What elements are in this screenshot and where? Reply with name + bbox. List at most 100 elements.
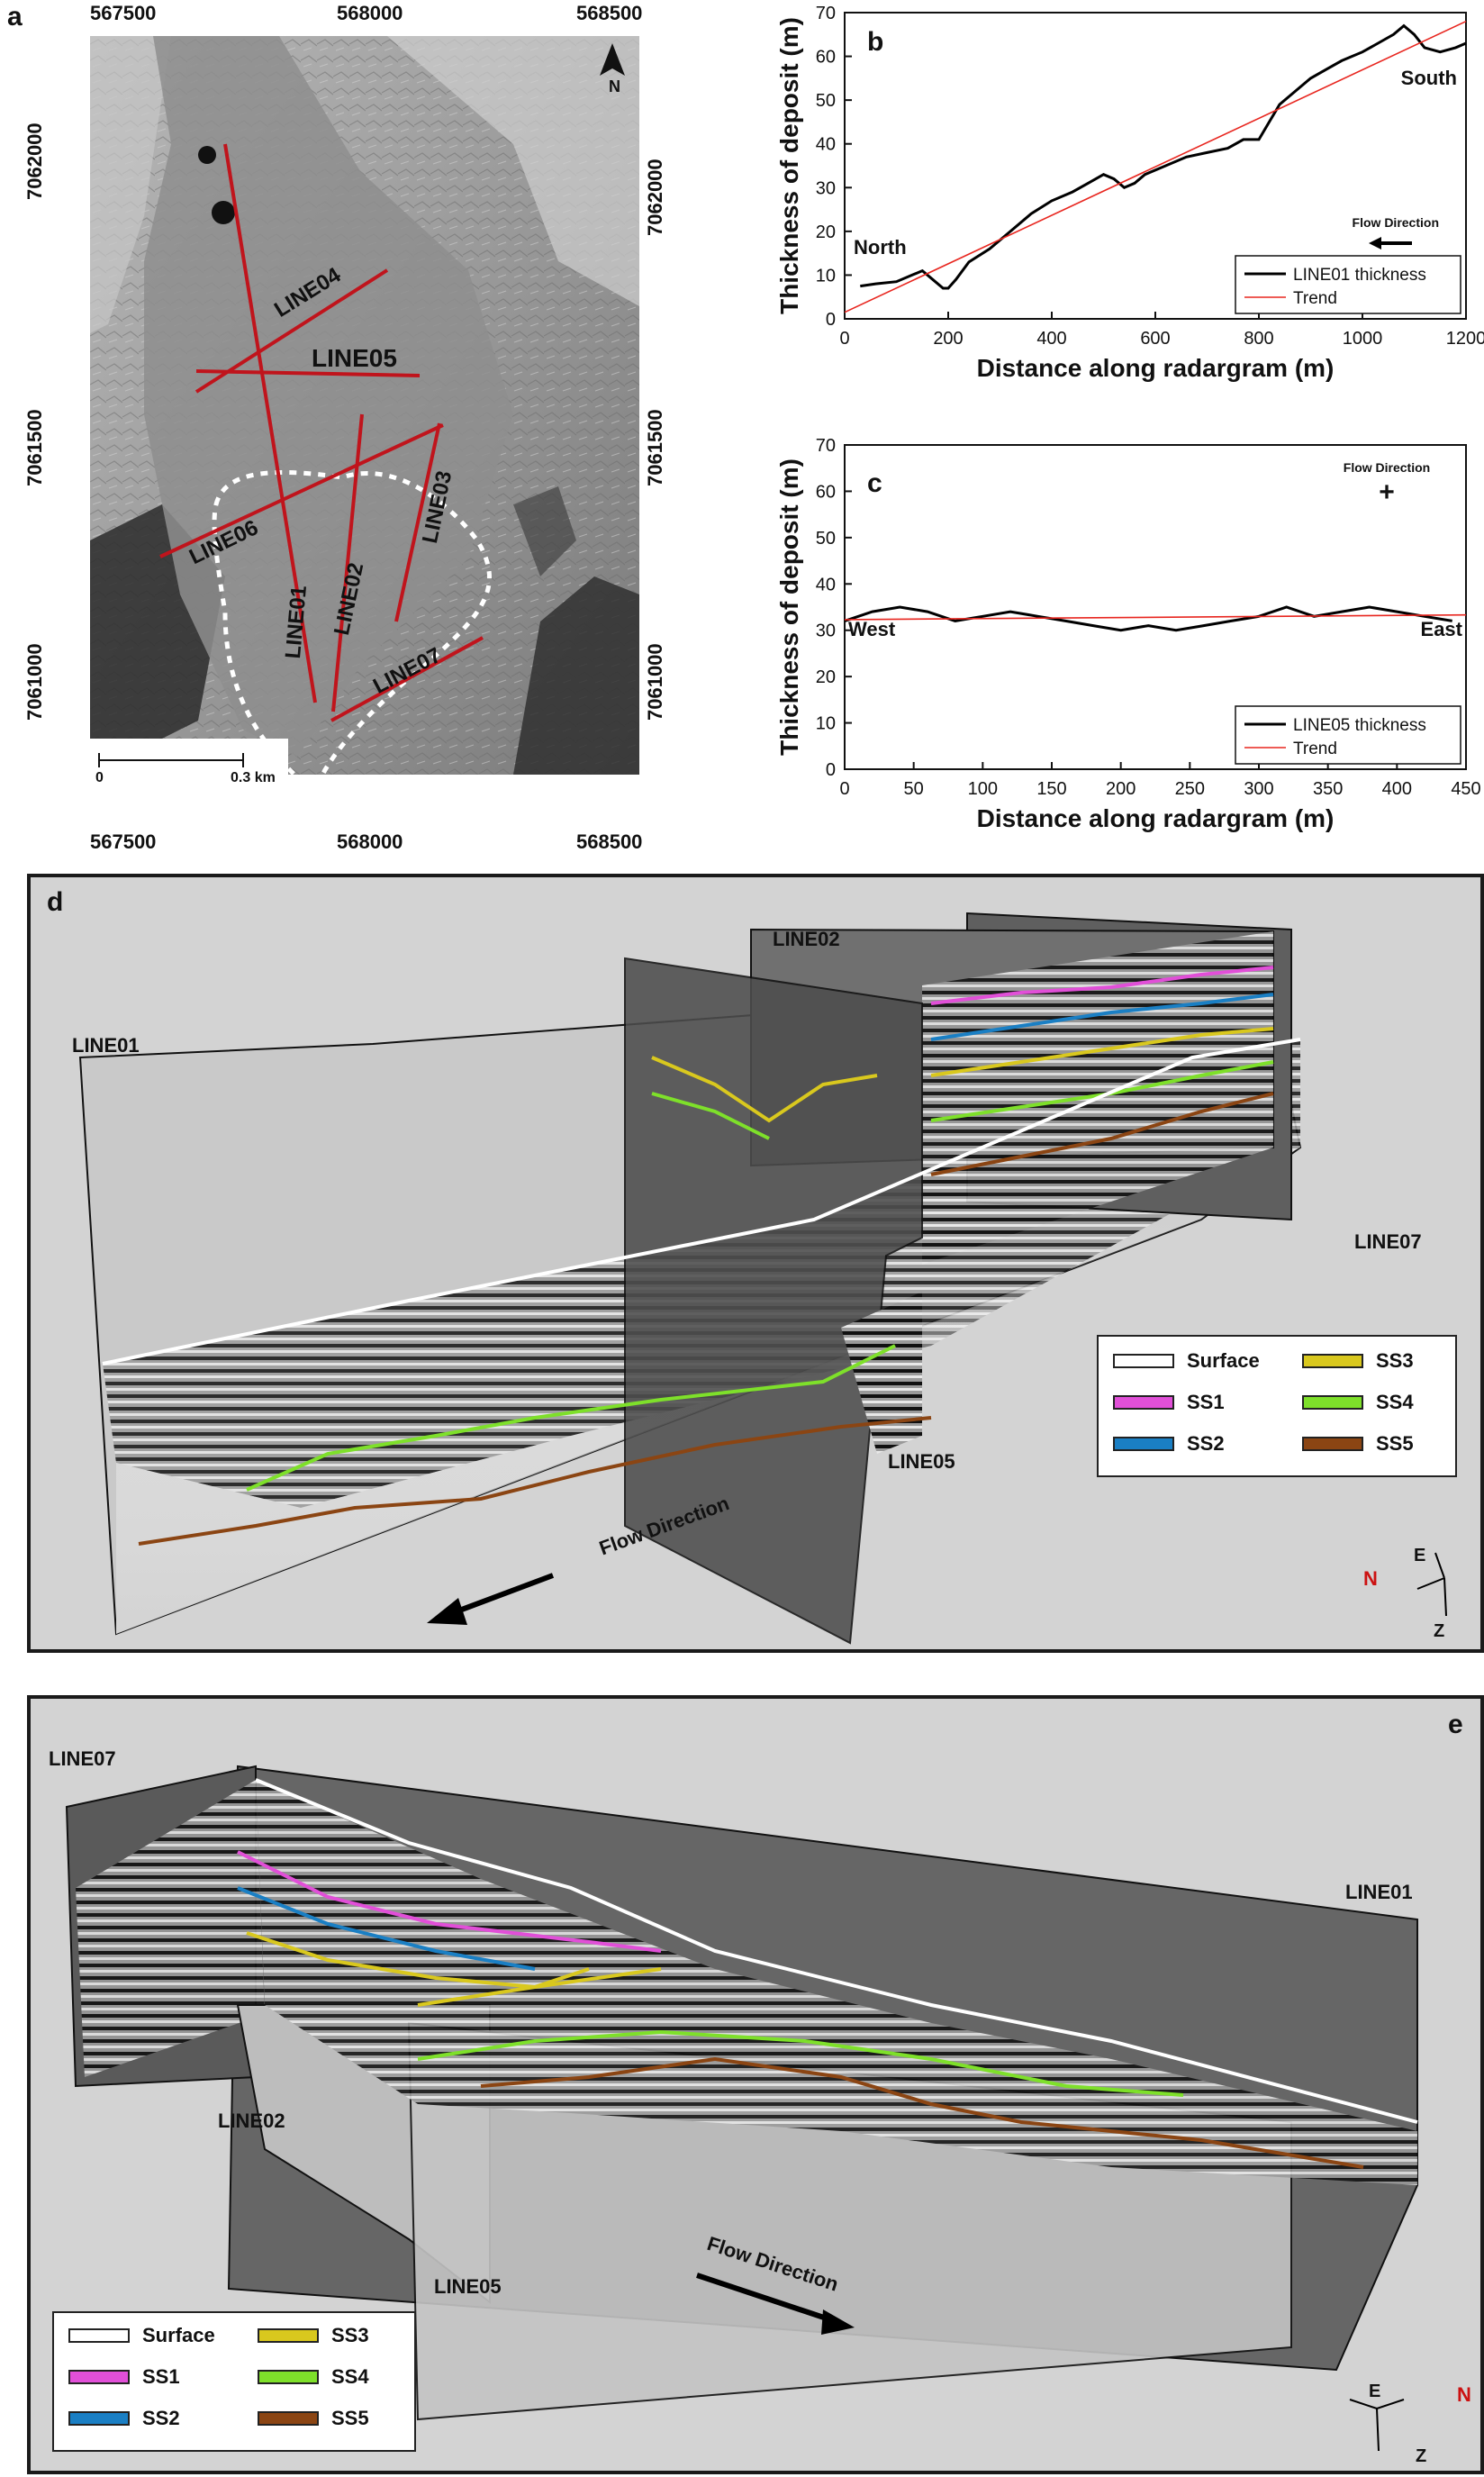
map-y-tick-right-2: 7061500 xyxy=(644,409,666,486)
x-axis-label: Distance along radargram (m) xyxy=(977,354,1335,382)
legend-e-ss2-label: SS2 xyxy=(142,2407,180,2429)
e-ss1-horizon xyxy=(237,1850,662,1953)
map-x-tick-bottom-1: 567500 xyxy=(90,830,157,853)
legend-e-ss2: SS2 xyxy=(68,2407,180,2430)
e-flow-arrow-head-icon xyxy=(821,2309,855,2335)
legend-d-ss2-label: SS2 xyxy=(1187,1432,1225,1455)
e-label-line02: LINE02 xyxy=(218,2110,285,2132)
legend-d-ss1-label: SS1 xyxy=(1187,1391,1225,1413)
d-axis-north-label: N xyxy=(1363,1567,1378,1590)
x-tick-label: 250 xyxy=(1175,779,1205,799)
legend-d-ss1-swatch xyxy=(1113,1395,1174,1410)
scalebar-bg xyxy=(90,739,288,775)
legend-e-ss1-swatch xyxy=(68,2370,130,2384)
map-y-tick-right-1: 7062000 xyxy=(644,159,666,236)
flow-annotation-c: Flow Direction xyxy=(1344,460,1430,475)
map-y-tick-left-1: 7062000 xyxy=(23,122,46,200)
scalebar-end-label: 0.3 km xyxy=(231,770,276,785)
legend-label-1: LINE05 thickness xyxy=(1293,716,1426,735)
legend-d-ss5: SS5 xyxy=(1302,1432,1414,1456)
line05-ss3-horizon xyxy=(651,1056,878,1123)
line01-trace xyxy=(223,143,317,703)
x-tick-label: 350 xyxy=(1313,779,1343,799)
flow-arrow-head-icon xyxy=(427,1598,467,1625)
west-annotation: West xyxy=(848,618,896,640)
x-tick-label: 100 xyxy=(968,779,998,799)
bright-slope-ne xyxy=(387,36,639,306)
legend-d-surface-label: Surface xyxy=(1187,1349,1260,1372)
e-axis-east-label: E xyxy=(1369,2382,1381,2401)
e-ss3-horizon-2 xyxy=(417,1967,662,2007)
panel-e-3d-view xyxy=(65,1765,1418,2452)
legend-d: Surface SS3 SS1 SS4 SS2 SS5 xyxy=(1097,1335,1457,1477)
line02-ss3-horizon xyxy=(930,1027,1274,1077)
x-tick-label: 450 xyxy=(1451,779,1480,799)
x-tick-label: 400 xyxy=(1382,779,1412,799)
e-label-line05: LINE05 xyxy=(434,2275,502,2298)
north-label: N xyxy=(609,77,620,95)
legend-e: Surface SS3 SS1 SS4 SS2 SS5 xyxy=(52,2311,416,2452)
line02-ss5-horizon xyxy=(930,1092,1274,1176)
legend-d-ss2: SS2 xyxy=(1113,1432,1225,1456)
x-tick-label: 150 xyxy=(1036,779,1066,799)
legend-e-surface-label: Surface xyxy=(142,2324,215,2346)
y-tick-label: 50 xyxy=(816,91,836,111)
legend-frame xyxy=(1235,705,1461,765)
panel-a-letter: a xyxy=(7,2,23,32)
d-label-line05: LINE05 xyxy=(888,1450,955,1473)
scalebar-start-label: 0 xyxy=(95,770,104,785)
x-tick-label: 200 xyxy=(933,329,963,349)
y-tick-label: 50 xyxy=(816,529,836,549)
panel-c-letter: c xyxy=(867,468,882,498)
series-line-2 xyxy=(844,613,1467,621)
e-surface-horizon xyxy=(255,1778,1418,2124)
line05-trace xyxy=(195,369,421,377)
legend-d-ss3: SS3 xyxy=(1302,1349,1414,1373)
d-label-line02: LINE02 xyxy=(773,928,840,950)
legend-d-ss4: SS4 xyxy=(1302,1391,1414,1414)
satellite-map-svg xyxy=(90,36,639,775)
legend-e-ss3: SS3 xyxy=(258,2324,369,2347)
e-ss4-horizon xyxy=(417,2029,1184,2097)
line01-fade xyxy=(116,1148,1300,1634)
map-y-tick-left-3: 7061000 xyxy=(23,643,46,721)
x-tick-label: 300 xyxy=(1244,779,1273,799)
map-x-tick-top-3: 568500 xyxy=(576,2,643,24)
legend-d-surface-swatch xyxy=(1113,1354,1174,1368)
y-tick-label: 30 xyxy=(816,622,836,641)
x-tick-label: 600 xyxy=(1140,329,1170,349)
east-annotation: East xyxy=(1421,618,1463,640)
y-axis-label: Thickness of deposit (m) xyxy=(775,458,803,756)
line06-trace xyxy=(159,423,444,558)
d-label-line07: LINE07 xyxy=(1354,1230,1422,1253)
legend-d-ss4-swatch xyxy=(1302,1395,1363,1410)
x-tick-label: 400 xyxy=(1036,329,1066,349)
axes-triad-e xyxy=(1349,2399,1405,2452)
y-tick-label: 10 xyxy=(816,714,836,734)
d-axis-east-label: E xyxy=(1414,1546,1426,1565)
line01-ss4-horizon xyxy=(246,1344,896,1492)
map-y-tick-left-2: 7061500 xyxy=(23,409,46,486)
e-ss2-horizon xyxy=(237,1886,536,1971)
y-tick-label: 70 xyxy=(816,436,836,456)
line02-ss1-horizon xyxy=(930,966,1274,1005)
x-tick-label: 200 xyxy=(1106,779,1136,799)
legend-label-2: Trend xyxy=(1293,739,1337,758)
legend-frame xyxy=(1235,255,1461,314)
series-line-1 xyxy=(860,23,1467,290)
x-tick-label: 0 xyxy=(839,329,849,349)
line05-radargram xyxy=(841,1292,922,1454)
panel-d-letter: d xyxy=(47,887,64,917)
y-tick-label: 60 xyxy=(816,48,836,68)
dark-spot-1 xyxy=(198,146,216,164)
legend-e-surface: Surface xyxy=(68,2324,215,2347)
legend-e-ss5: SS5 xyxy=(258,2407,369,2430)
flow-arrow-b-head-icon xyxy=(1369,237,1381,250)
y-tick-label: 40 xyxy=(816,575,836,594)
south-annotation: South xyxy=(1401,67,1457,89)
north-annotation: North xyxy=(854,236,907,259)
x-tick-label: 50 xyxy=(904,779,924,799)
e-label-line01: LINE01 xyxy=(1345,1881,1413,1903)
e-label-line07: LINE07 xyxy=(49,1747,116,1770)
y-axis-label: Thickness of deposit (m) xyxy=(775,17,803,314)
